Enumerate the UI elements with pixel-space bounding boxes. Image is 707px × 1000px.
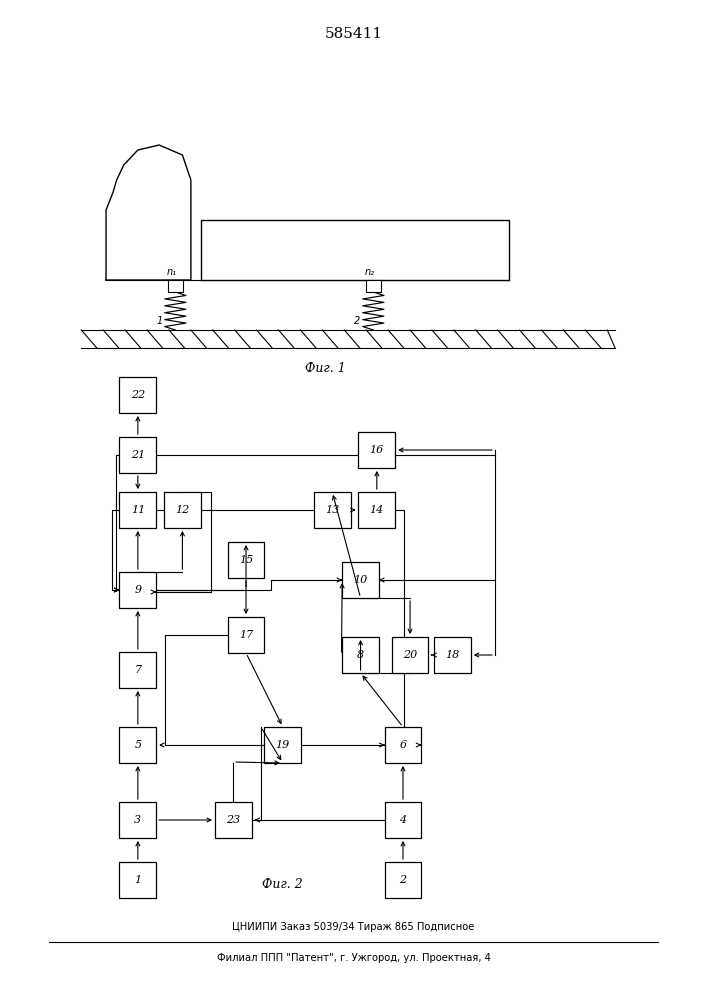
Text: 7: 7 — [134, 665, 141, 675]
Bar — [314, 492, 351, 528]
Bar — [385, 862, 421, 898]
Text: 4: 4 — [399, 815, 407, 825]
Text: Фиг. 1: Фиг. 1 — [305, 362, 346, 375]
Bar — [342, 562, 379, 598]
Bar — [228, 617, 264, 653]
Text: ЦНИИПИ Заказ 5039/34 Тираж 865 Подписное: ЦНИИПИ Заказ 5039/34 Тираж 865 Подписное — [233, 922, 474, 932]
Text: 2: 2 — [399, 875, 407, 885]
Text: 585411: 585411 — [325, 27, 382, 41]
Bar — [358, 432, 395, 468]
Bar — [119, 492, 156, 528]
Text: 6: 6 — [399, 740, 407, 750]
Text: 16: 16 — [370, 445, 384, 455]
Bar — [434, 637, 471, 673]
Text: Фиг. 2: Фиг. 2 — [262, 879, 303, 892]
Bar — [119, 437, 156, 473]
Bar — [168, 280, 183, 292]
Bar — [119, 652, 156, 688]
Text: 14: 14 — [370, 505, 384, 515]
Text: 5: 5 — [134, 740, 141, 750]
Bar — [119, 802, 156, 838]
Text: 21: 21 — [131, 450, 145, 460]
Bar — [228, 542, 264, 578]
Text: 1: 1 — [134, 875, 141, 885]
Text: 10: 10 — [354, 575, 368, 585]
Text: 8: 8 — [357, 650, 364, 660]
Text: 17: 17 — [239, 630, 253, 640]
Bar — [215, 802, 252, 838]
Bar — [119, 572, 156, 608]
Text: 3: 3 — [134, 815, 141, 825]
Text: 23: 23 — [226, 815, 240, 825]
Text: 18: 18 — [445, 650, 460, 660]
Bar — [119, 727, 156, 763]
Bar — [392, 637, 428, 673]
Bar — [385, 802, 421, 838]
Bar — [119, 377, 156, 413]
Text: 12: 12 — [175, 505, 189, 515]
Text: Филиал ППП "Патент", г. Ужгород, ул. Проектная, 4: Филиал ППП "Патент", г. Ужгород, ул. Про… — [216, 953, 491, 963]
Text: 13: 13 — [325, 505, 339, 515]
Text: n₁: n₁ — [167, 267, 177, 277]
Bar — [119, 862, 156, 898]
Bar — [342, 637, 379, 673]
Bar — [164, 492, 201, 528]
Text: 15: 15 — [239, 555, 253, 565]
Bar — [264, 727, 301, 763]
Bar — [366, 280, 381, 292]
Bar — [201, 220, 509, 280]
Text: 20: 20 — [403, 650, 417, 660]
Text: 9: 9 — [134, 585, 141, 595]
Text: 22: 22 — [131, 390, 145, 400]
Text: 2: 2 — [354, 316, 361, 326]
Bar — [385, 727, 421, 763]
Text: 19: 19 — [276, 740, 290, 750]
Text: 1: 1 — [156, 316, 163, 326]
Text: n₂: n₂ — [365, 267, 375, 277]
Bar — [358, 492, 395, 528]
Text: 11: 11 — [131, 505, 145, 515]
